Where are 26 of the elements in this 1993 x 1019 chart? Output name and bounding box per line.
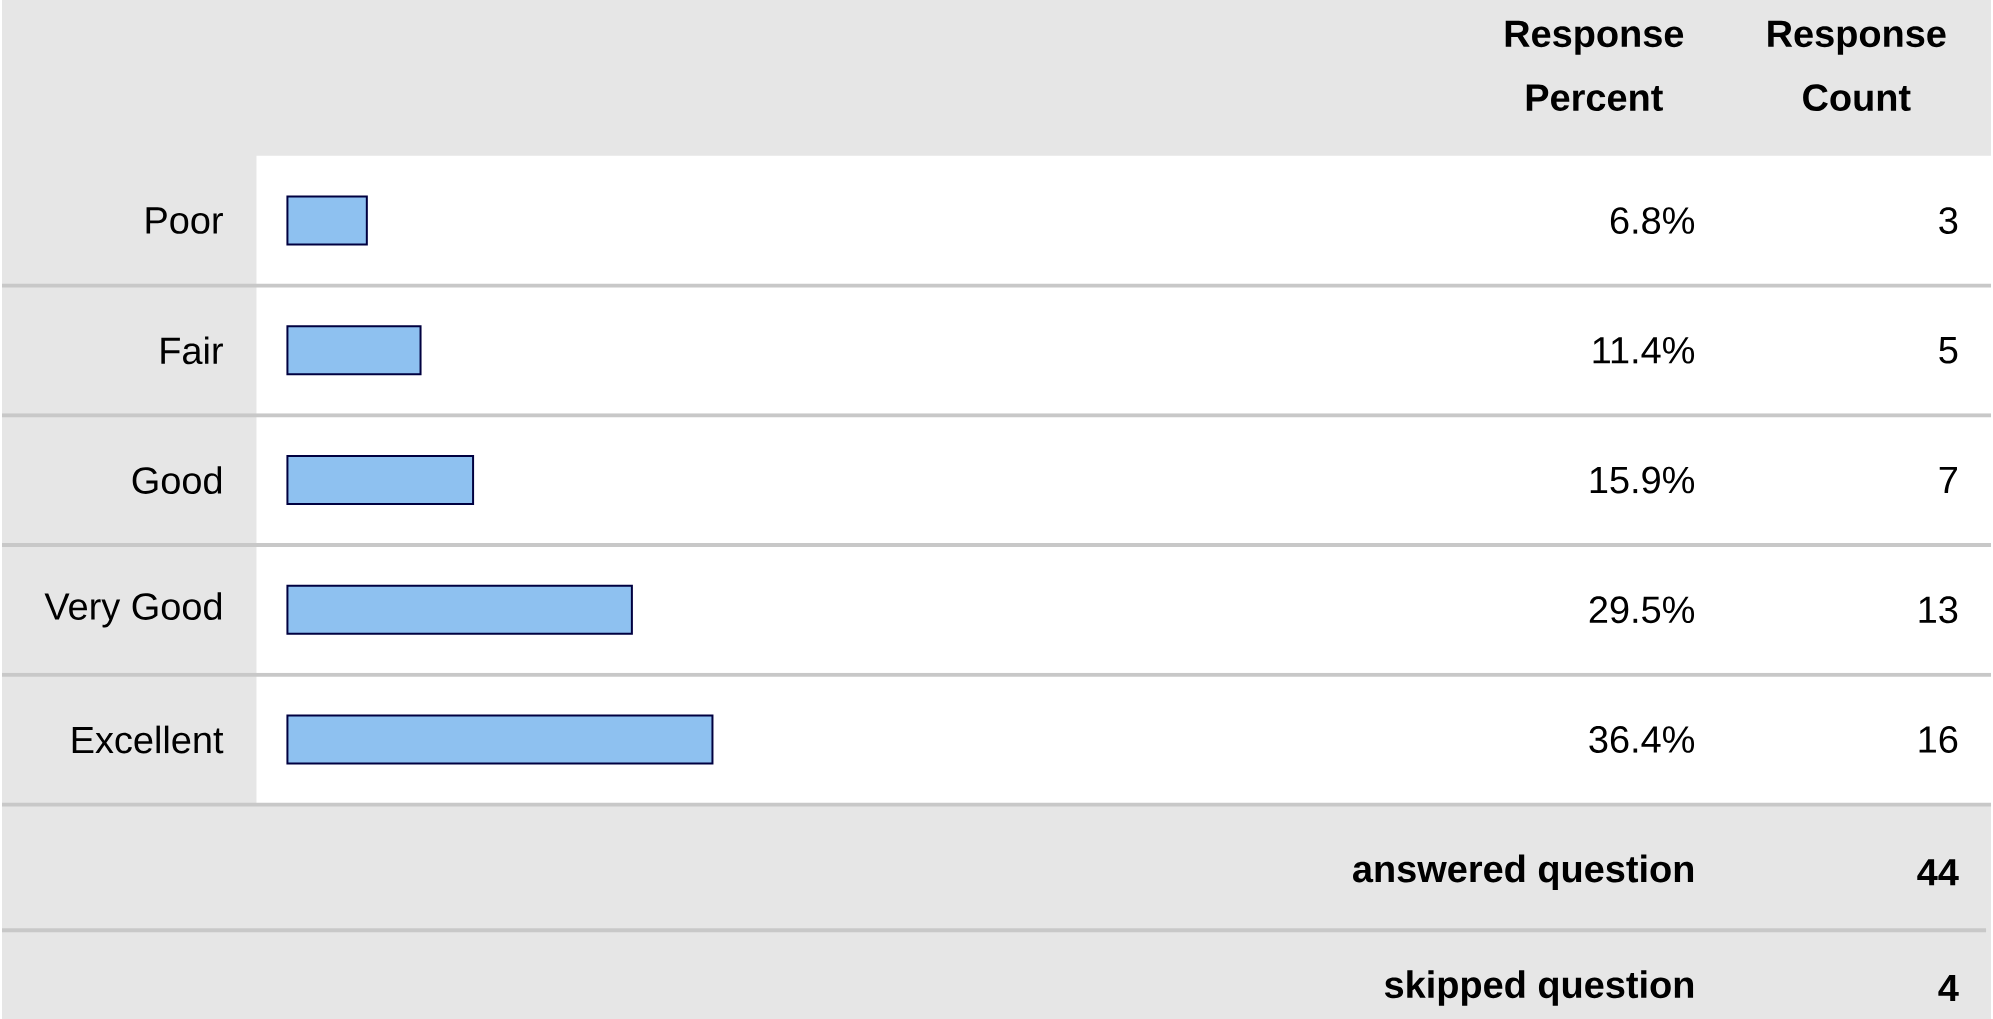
bar [286, 455, 475, 506]
bar [286, 584, 633, 635]
text: 7 [1939, 467, 1957, 494]
y-tick-label: Poor [146, 207, 223, 234]
text: 4 [1938, 975, 1959, 1002]
text: skipped question [1384, 970, 1694, 1006]
y-tick-label: Very Good [44, 592, 222, 628]
data-label: 15.9% [1590, 466, 1695, 494]
y-tick-label: Fair [161, 336, 223, 365]
data-label: 29.5% [1589, 596, 1695, 624]
text: answered question [1353, 854, 1694, 890]
data-label: 6.8% [1610, 207, 1695, 235]
data-label: 11.4% [1593, 337, 1695, 364]
bar [286, 714, 714, 765]
text: Response Percent [1505, 20, 1684, 112]
text: 5 [1939, 337, 1958, 364]
bar [286, 325, 422, 376]
y-tick-label: Excellent [72, 725, 224, 754]
y-tick-label: Good [132, 466, 222, 494]
text: Response Count [1768, 20, 1946, 112]
bar [286, 195, 368, 246]
text: 44 [1917, 859, 1959, 886]
data-label: 36.4% [1589, 726, 1695, 753]
text: 13 [1919, 596, 1958, 624]
text: 3 [1939, 207, 1958, 235]
text: 16 [1919, 726, 1958, 753]
